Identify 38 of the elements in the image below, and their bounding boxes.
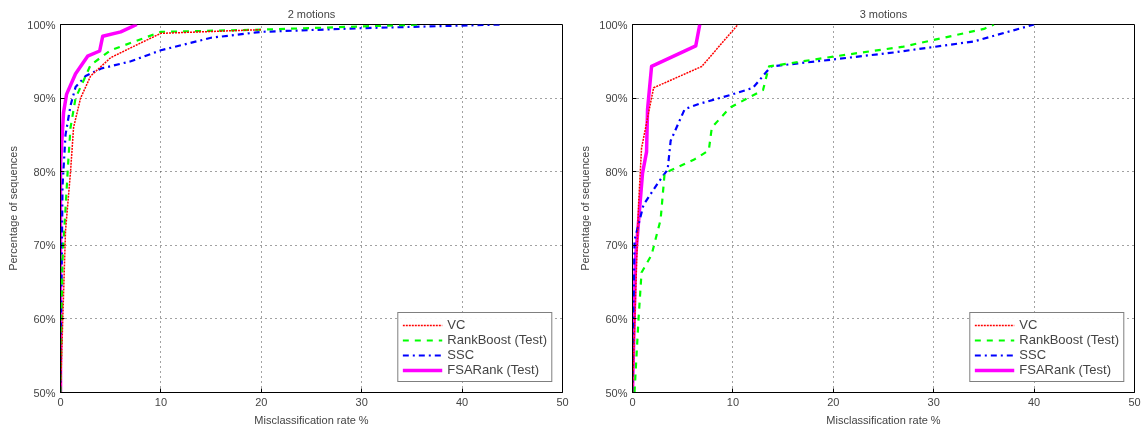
y-tick-label: 100% (599, 18, 628, 31)
y-axis-title: Percentage of sequences (579, 145, 592, 271)
chart-title: 2 motions (287, 7, 336, 20)
y-tick-label: 70% (605, 239, 628, 252)
legend-label: VC (1019, 317, 1039, 332)
x-tick-label: 20 (827, 395, 840, 408)
x-tick-label: 10 (726, 395, 740, 408)
x-tick-label: 30 (927, 395, 940, 408)
y-tick-label: 70% (33, 239, 56, 252)
y-axis-title: Percentage of sequences (7, 145, 20, 271)
y-tick-label: 60% (33, 312, 56, 325)
y-tick-label: 60% (605, 312, 628, 325)
legend-label: FSARank (Test) (447, 362, 540, 377)
chart-title: 3 motions (859, 7, 908, 20)
y-tick-label: 90% (33, 92, 56, 105)
x-axis-title: Misclassification rate % (254, 413, 369, 426)
x-tick-label: 20 (255, 395, 268, 408)
x-axis-title: Misclassification rate % (826, 413, 941, 426)
x-tick-label: 10 (154, 395, 168, 408)
x-tick-label: 40 (1027, 395, 1041, 408)
legend-label: SSC (1019, 347, 1047, 362)
legend-label: FSARank (Test) (1019, 362, 1112, 377)
legend-label: VC (447, 317, 467, 332)
y-tick-label: 50% (605, 386, 628, 399)
x-tick-label: 30 (355, 395, 368, 408)
legend-label: SSC (447, 347, 475, 362)
x-tick-label: 0 (57, 395, 64, 408)
legend-label: RankBoost (Test) (447, 332, 547, 347)
x-tick-label: 40 (455, 395, 469, 408)
y-tick-label: 100% (27, 18, 56, 31)
y-tick-label: 80% (605, 165, 628, 178)
y-tick-label: 90% (605, 92, 628, 105)
legend-label: RankBoost (Test) (1019, 332, 1119, 347)
x-tick-label: 0 (629, 395, 636, 408)
y-tick-label: 50% (33, 386, 56, 399)
x-tick-label: 50 (1128, 395, 1141, 408)
x-tick-label: 50 (556, 395, 569, 408)
y-tick-label: 80% (33, 165, 56, 178)
